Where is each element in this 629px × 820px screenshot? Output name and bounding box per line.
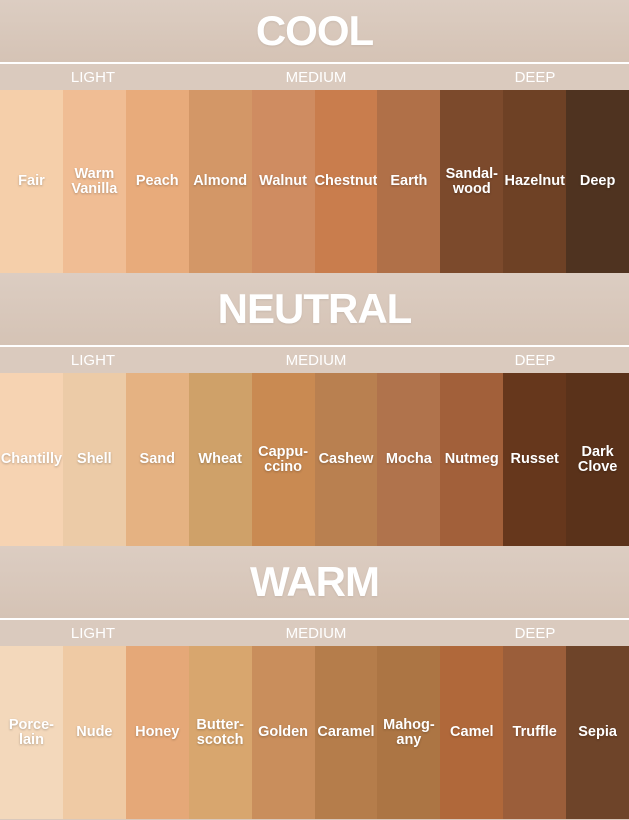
section: NEUTRAL LIGHT MEDIUM DEEP Chantilly Shell Sand… — [0, 273, 629, 546]
section: COOL LIGHT MEDIUM DEEP Fair Warm Vanilla Peach A… — [0, 0, 629, 273]
swatch: Cappu-ccino — [251, 373, 315, 546]
swatch-label: Deep — [579, 173, 616, 189]
swatch-label: Sand — [139, 451, 175, 467]
swatch-label: lain — [18, 731, 44, 748]
section-title: NEUTRAL — [0, 273, 629, 345]
swatch: Hazelnut — [503, 90, 567, 273]
section: WARM LIGHT MEDIUM DEEP Porce-lain Nude Honey Bu… — [0, 546, 629, 820]
section-title: WARM — [0, 546, 629, 618]
group-label: DEEP — [514, 352, 556, 369]
swatch: Earth — [377, 90, 441, 273]
group-label: LIGHT — [70, 625, 116, 642]
swatch: Wheat — [188, 373, 252, 546]
swatch: Porce-lain — [0, 646, 63, 819]
swatch-label: wood — [452, 180, 491, 197]
swatch: Sandal-wood — [440, 90, 504, 273]
swatch-row: Fair Warm Vanilla Peach Almond Walnut Chestnut… — [0, 90, 629, 273]
swatch: Sand — [125, 373, 189, 546]
swatch: Dark Clove — [566, 373, 629, 546]
swatch-label: Fair — [18, 173, 45, 189]
section-title: COOL — [0, 0, 629, 62]
swatch-label: Cappu- — [258, 443, 309, 460]
swatch-label: Nude — [76, 724, 113, 740]
swatch-label: scotch — [196, 731, 244, 748]
swatch-label: Hazelnut — [504, 173, 565, 189]
swatch-label: Chestnut — [314, 173, 378, 189]
swatch-label: Truffle — [512, 724, 557, 740]
group-label: LIGHT — [70, 352, 116, 369]
swatch: Truffle — [503, 646, 567, 819]
swatch-label: Sepia — [578, 724, 617, 740]
swatch-label: Earth — [390, 173, 428, 189]
swatch-label: Shell — [77, 451, 112, 467]
group-label: DEEP — [514, 69, 556, 86]
swatch-label: Mahog- — [383, 716, 435, 733]
swatch: Russet — [503, 373, 567, 546]
swatch: Camel — [440, 646, 504, 819]
swatch-label: ccino — [264, 458, 303, 475]
swatch: Fair — [0, 90, 63, 273]
group-header: LIGHT MEDIUM DEEP — [0, 62, 629, 90]
swatch-label: Camel — [450, 724, 494, 740]
swatch-row: Chantilly Shell Sand Wheat Cappu-ccino Cashew… — [0, 373, 629, 546]
swatch-label: Clove — [577, 458, 618, 475]
swatch: Chantilly — [0, 373, 63, 546]
swatch-label: Nutmeg — [444, 451, 499, 467]
swatch-label: Golden — [258, 724, 309, 740]
swatch-label: Mocha — [385, 451, 432, 467]
swatch-label: Honey — [135, 724, 180, 740]
swatch-label: Walnut — [259, 173, 307, 189]
swatch: Sepia — [566, 646, 629, 819]
swatch: Walnut — [251, 90, 315, 273]
swatch: Chestnut — [314, 90, 378, 273]
swatch-label: Russet — [510, 451, 559, 467]
swatch-label: any — [396, 731, 422, 748]
swatch-label: Porce- — [8, 716, 55, 733]
swatch: Honey — [125, 646, 189, 819]
swatch: Peach — [125, 90, 189, 273]
swatch-label: Sandal- — [445, 165, 498, 182]
swatch: Caramel — [314, 646, 378, 819]
swatch: Shell — [62, 373, 126, 546]
swatch-label: Cashew — [318, 451, 374, 467]
group-label: LIGHT — [70, 69, 116, 86]
swatch-label: Almond — [193, 173, 248, 189]
swatch: Nude — [62, 646, 126, 819]
group-label: MEDIUM — [285, 352, 347, 369]
swatch-label: Butter- — [196, 716, 244, 733]
swatch: Golden — [251, 646, 315, 819]
group-header: LIGHT MEDIUM DEEP — [0, 345, 629, 373]
swatch: Nutmeg — [440, 373, 504, 546]
swatch-label: Warm — [74, 165, 115, 182]
swatch: Deep — [566, 90, 629, 273]
swatch-label: Chantilly — [0, 451, 63, 467]
swatch-row: Porce-lain Nude Honey Butter-scotch Golden Ca… — [0, 646, 629, 819]
swatch-label: Peach — [135, 173, 179, 189]
group-header: LIGHT MEDIUM DEEP — [0, 618, 629, 646]
swatch-label: Caramel — [317, 724, 375, 740]
swatch: Cashew — [314, 373, 378, 546]
group-label: MEDIUM — [285, 625, 347, 642]
swatch: Mahog-any — [377, 646, 441, 819]
swatch: Butter-scotch — [188, 646, 252, 819]
swatch: Mocha — [377, 373, 441, 546]
group-label: MEDIUM — [285, 69, 347, 86]
swatch: Warm Vanilla — [62, 90, 126, 273]
swatch-label: Vanilla — [71, 180, 118, 197]
group-label: DEEP — [514, 625, 556, 642]
swatch-label: Wheat — [198, 451, 242, 467]
swatch-label: Dark — [581, 443, 614, 460]
swatch: Almond — [188, 90, 252, 273]
